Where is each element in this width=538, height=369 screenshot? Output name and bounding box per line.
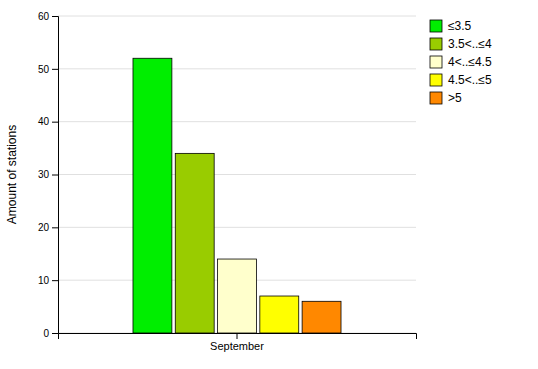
legend-label: 4.5<..≤5 <box>448 73 492 87</box>
tick-label: 40 <box>38 116 50 127</box>
legend-swatch <box>430 92 442 104</box>
plot-area: 0 10 20 30 40 50 60 September <box>38 11 417 352</box>
y-tick: 0 <box>43 328 58 339</box>
y-tick: 20 <box>38 222 58 233</box>
grid-line <box>58 68 416 69</box>
chart-container: 0 10 20 30 40 50 60 September Amount of stations… <box>0 0 538 369</box>
legend-swatch <box>430 74 442 86</box>
tick-label: 50 <box>38 64 50 75</box>
legend-swatch <box>430 56 442 68</box>
tick-label: 10 <box>38 275 50 286</box>
grid-line <box>58 227 416 228</box>
tick-label: 20 <box>38 222 50 233</box>
tick-label: September <box>210 340 264 352</box>
legend-label: ≤3.5 <box>448 19 472 33</box>
bar <box>218 259 257 333</box>
tick-mark <box>52 333 58 334</box>
x-tick: September <box>210 333 264 352</box>
legend-item: >5 <box>430 91 462 105</box>
axis-line <box>59 334 417 340</box>
bar <box>260 296 299 333</box>
tick-mark <box>52 16 58 17</box>
legend-label: 4<..≤4.5 <box>448 55 492 69</box>
legend-swatch <box>430 20 442 32</box>
x-axis: September <box>59 333 417 352</box>
tick-label: 30 <box>38 169 50 180</box>
bars <box>133 58 341 333</box>
y-tick: 10 <box>38 275 58 286</box>
legend-label: >5 <box>448 91 462 105</box>
grid-line <box>58 121 416 122</box>
legend-item: 4<..≤4.5 <box>430 55 492 69</box>
bar <box>302 301 341 333</box>
axis-line <box>52 17 59 334</box>
tick-label: 60 <box>38 11 50 22</box>
legend: ≤3.5 3.5<..≤4 4<..≤4.5 4.5<..≤5 >5 <box>430 19 492 105</box>
bar <box>175 153 214 333</box>
legend-item: 4.5<..≤5 <box>430 73 492 87</box>
legend-label: 3.5<..≤4 <box>448 37 492 51</box>
bar <box>133 58 172 333</box>
y-axis: 0 10 20 30 40 50 60 <box>38 11 59 339</box>
tick-mark <box>52 227 58 228</box>
legend-item: ≤3.5 <box>430 19 472 33</box>
tick-mark <box>52 175 58 176</box>
y-tick: 60 <box>38 11 58 22</box>
chart-svg: 0 10 20 30 40 50 60 September Amount of stations… <box>0 0 538 369</box>
tick-mark <box>52 280 58 281</box>
grid-line <box>58 174 416 175</box>
y-axis-label: Amount of stations <box>5 125 19 224</box>
tick-label: 0 <box>43 328 49 339</box>
tick-mark <box>52 69 58 70</box>
tick-mark <box>52 122 58 123</box>
legend-item: 3.5<..≤4 <box>430 37 492 51</box>
grid-line <box>58 16 416 17</box>
tick-mark <box>237 333 238 339</box>
y-tick: 50 <box>38 64 58 75</box>
legend-swatch <box>430 38 442 50</box>
grid <box>58 16 416 333</box>
y-tick: 30 <box>38 169 58 180</box>
y-tick: 40 <box>38 116 58 127</box>
